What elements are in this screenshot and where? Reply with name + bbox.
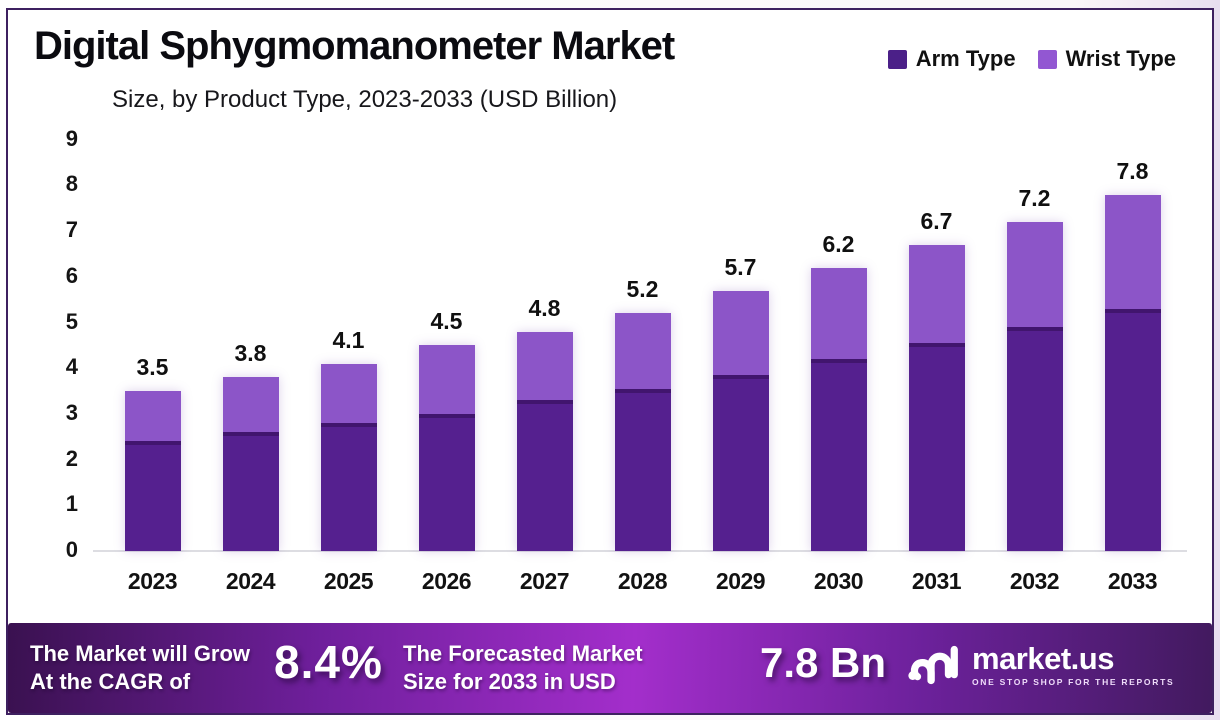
bar-segment-arm-2024 bbox=[222, 432, 279, 551]
bar-segment-arm-2033 bbox=[1104, 308, 1161, 551]
legend-label: Wrist Type bbox=[1065, 46, 1176, 71]
bar-value-2026: 4.5 bbox=[430, 308, 463, 335]
y-axis-tick-8: 8 bbox=[65, 171, 78, 197]
logo-text: market.us bbox=[972, 641, 1114, 676]
bar-2025 bbox=[320, 363, 377, 551]
bar-segment-wrist-2033 bbox=[1104, 194, 1161, 309]
forecast-value: 7.8 Bn bbox=[760, 639, 887, 686]
y-axis-tick-7: 7 bbox=[65, 217, 78, 243]
y-axis-tick-1: 1 bbox=[65, 491, 78, 517]
bar-segment-arm-2025 bbox=[320, 423, 377, 551]
bar-2029 bbox=[712, 290, 769, 551]
bar-segment-arm-2030 bbox=[810, 359, 867, 551]
bar-segment-wrist-2026 bbox=[418, 345, 475, 414]
bar-segment-arm-2027 bbox=[516, 400, 573, 551]
cagr-label: The Market will Grow At the CAGR of bbox=[30, 640, 250, 696]
bar-2030 bbox=[810, 267, 867, 551]
bar-value-2030: 6.2 bbox=[822, 230, 855, 257]
x-axis-tick-2023: 2023 bbox=[127, 568, 178, 594]
bar-segment-wrist-2028 bbox=[614, 313, 671, 389]
bar-segment-arm-2023 bbox=[124, 441, 181, 551]
bar-segment-wrist-2027 bbox=[516, 331, 573, 401]
x-axis-tick-2028: 2028 bbox=[617, 568, 668, 594]
bar-2023 bbox=[124, 391, 181, 551]
bar-value-2023: 3.5 bbox=[136, 354, 169, 381]
y-axis-tick-0: 0 bbox=[65, 537, 78, 562]
bar-value-2032: 7.2 bbox=[1018, 184, 1051, 211]
bar-value-2025: 4.1 bbox=[332, 326, 365, 353]
bar-2024 bbox=[222, 377, 279, 551]
x-axis-tick-2032: 2032 bbox=[1009, 568, 1060, 594]
cagr-label-line1: The Market will Grow bbox=[30, 641, 251, 666]
bar-segment-arm-2032 bbox=[1006, 327, 1063, 551]
forecast-label: The Forecasted Market Size for 2033 in U… bbox=[403, 640, 643, 696]
wrist-type-swatch-icon bbox=[1037, 49, 1057, 69]
bar-2028 bbox=[614, 313, 671, 551]
marketus-logo-icon bbox=[908, 645, 958, 685]
bar-segment-wrist-2030 bbox=[810, 267, 867, 360]
bar-value-2029: 5.7 bbox=[724, 253, 757, 280]
x-axis-tick-2029: 2029 bbox=[715, 568, 766, 594]
legend-item-arm-type: Arm Type bbox=[887, 46, 1016, 72]
y-axis-tick-4: 4 bbox=[65, 354, 78, 380]
page-title: Digital Sphygmomanometer Market bbox=[34, 24, 675, 68]
bar-2026 bbox=[418, 345, 475, 551]
y-axis-tick-9: 9 bbox=[65, 125, 78, 151]
bar-2031 bbox=[908, 244, 965, 551]
forecast-label-line1: The Forecasted Market bbox=[403, 641, 643, 666]
bar-value-2033: 7.8 bbox=[1116, 157, 1149, 184]
bar-segment-wrist-2025 bbox=[320, 363, 377, 424]
x-axis-tick-2026: 2026 bbox=[421, 568, 472, 594]
legend-label: Arm Type bbox=[915, 46, 1016, 71]
page-subtitle: Size, by Product Type, 2023-2033 (USD Bi… bbox=[112, 86, 618, 113]
bar-value-2031: 6.7 bbox=[920, 207, 953, 234]
bar-segment-wrist-2024 bbox=[222, 377, 279, 433]
arm-type-swatch-icon bbox=[887, 49, 907, 69]
y-axis-tick-3: 3 bbox=[65, 399, 78, 425]
x-axis-tick-2031: 2031 bbox=[911, 568, 962, 594]
bar-segment-arm-2028 bbox=[614, 388, 671, 551]
forecast-label-line2: Size for 2033 in USD bbox=[403, 669, 616, 695]
bar-value-2024: 3.8 bbox=[234, 340, 267, 367]
bar-segment-arm-2031 bbox=[908, 343, 965, 551]
bar-segment-arm-2029 bbox=[712, 375, 769, 551]
bar-segment-wrist-2029 bbox=[712, 290, 769, 376]
bar-segment-wrist-2023 bbox=[124, 391, 181, 442]
bar-2027 bbox=[516, 331, 573, 551]
marketus-logo: market.us ONE STOP SHOP FOR THE REPORTS bbox=[904, 639, 1174, 691]
x-axis-tick-2024: 2024 bbox=[225, 568, 276, 594]
y-axis-tick-5: 5 bbox=[65, 308, 78, 334]
bar-2032 bbox=[1006, 221, 1063, 551]
bar-segment-arm-2026 bbox=[418, 413, 475, 551]
x-axis-line bbox=[93, 550, 1187, 552]
x-axis-tick-2030: 2030 bbox=[813, 568, 864, 594]
logo-tagline: ONE STOP SHOP FOR THE REPORTS bbox=[972, 677, 1175, 687]
y-axis-tick-2: 2 bbox=[65, 445, 78, 471]
y-axis-tick-6: 6 bbox=[65, 262, 78, 288]
x-axis-tick-2025: 2025 bbox=[323, 568, 374, 594]
bar-segment-wrist-2031 bbox=[908, 244, 965, 344]
legend: Arm Type Wrist Type bbox=[887, 46, 1176, 72]
bar-value-2027: 4.8 bbox=[528, 294, 561, 321]
cagr-label-line2: At the CAGR of bbox=[30, 669, 191, 695]
bar-value-2028: 5.2 bbox=[626, 276, 659, 303]
legend-item-wrist-type: Wrist Type bbox=[1037, 46, 1176, 72]
cagr-value: 8.4% bbox=[274, 636, 383, 688]
x-axis-tick-2033: 2033 bbox=[1107, 568, 1158, 594]
bar-2033 bbox=[1104, 194, 1161, 551]
bar-segment-wrist-2032 bbox=[1006, 221, 1063, 328]
x-axis-tick-2027: 2027 bbox=[519, 568, 570, 594]
footer-banner: The Market will Grow At the CAGR of 8.4%… bbox=[8, 623, 1212, 713]
